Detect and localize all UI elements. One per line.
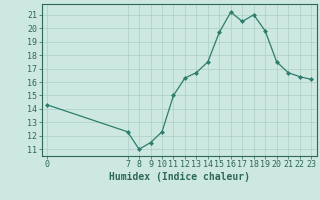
X-axis label: Humidex (Indice chaleur): Humidex (Indice chaleur): [109, 172, 250, 182]
